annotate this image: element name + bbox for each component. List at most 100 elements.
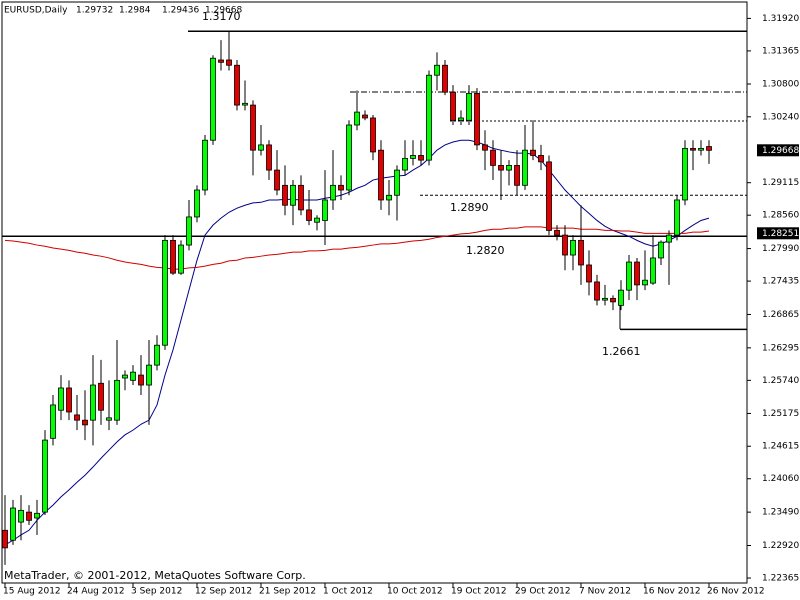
y-tick-label: 1.30240 — [762, 112, 799, 122]
y-tick-label: 1.27990 — [762, 244, 799, 254]
candle-body — [658, 241, 664, 259]
candle-body — [458, 117, 464, 121]
candle-body — [202, 139, 208, 191]
candle-body — [58, 387, 64, 411]
candle-body — [290, 184, 296, 206]
candle-body — [338, 184, 344, 191]
candle-body — [690, 148, 696, 151]
candle-body — [482, 144, 488, 151]
candle-body — [322, 199, 328, 221]
candle-body — [498, 165, 504, 171]
candle-body — [2, 529, 8, 549]
candle-body — [50, 404, 56, 439]
candle-body — [162, 239, 168, 346]
candle-body — [306, 209, 312, 221]
x-tick-label: 1 Oct 2012 — [323, 587, 373, 597]
candle-body — [346, 124, 352, 191]
candle-body — [266, 144, 272, 171]
candle-body — [186, 216, 192, 246]
candle-body — [258, 144, 264, 151]
y-tick-label: 1.29115 — [762, 178, 799, 188]
x-tick-label: 26 Nov 2012 — [707, 587, 765, 597]
candle-body — [242, 102, 248, 106]
moving-average — [4, 226, 710, 270]
candle-body — [218, 59, 224, 63]
x-tick-label: 12 Sep 2012 — [195, 587, 252, 597]
y-tick-label: 1.25740 — [762, 376, 799, 386]
candle-body — [370, 117, 376, 153]
candle-body — [506, 165, 512, 171]
candle-body — [426, 74, 432, 161]
plot-frame — [1, 1, 748, 584]
candle-body — [98, 382, 104, 411]
level-label: 1.2661 — [602, 345, 641, 358]
y-tick-label: 1.28560 — [762, 211, 799, 221]
candle-body — [90, 384, 96, 421]
candle-body — [106, 417, 112, 421]
candle-body — [514, 165, 520, 186]
header-close: 1.29668 — [205, 6, 242, 16]
candle-body — [434, 64, 440, 76]
moving-average — [4, 139, 710, 546]
candle-body — [466, 92, 472, 121]
x-tick-label: 15 Aug 2012 — [3, 587, 61, 597]
candle-body — [698, 148, 704, 151]
y-tick-label: 1.24615 — [762, 442, 799, 452]
candle-body — [226, 59, 232, 66]
candle-body — [34, 512, 40, 519]
candle-body — [642, 279, 648, 286]
y-tick-label: 1.27435 — [762, 277, 799, 287]
candle-body — [10, 507, 16, 541]
candle-body — [682, 148, 688, 201]
candle-body — [146, 364, 152, 386]
y-tick-label: 1.22920 — [762, 541, 799, 551]
candle-body — [474, 92, 480, 146]
candle-body — [450, 91, 456, 121]
y-tick-label: 1.26865 — [762, 310, 799, 320]
x-tick-label: 16 Nov 2012 — [643, 587, 701, 597]
candle-body — [18, 509, 24, 523]
candle-body — [546, 161, 552, 231]
y-tick-label: 1.23490 — [762, 508, 799, 518]
x-tick-label: 10 Oct 2012 — [387, 587, 443, 597]
candle-body — [490, 149, 496, 166]
candle-body — [330, 184, 336, 201]
level-label: 1.2820 — [466, 244, 505, 257]
candle-body — [562, 234, 568, 256]
candle-body — [586, 264, 592, 283]
candle-body — [26, 511, 32, 521]
header-low: 1.29436 — [162, 6, 199, 16]
level-label: 1.3170 — [202, 10, 241, 23]
candle-body — [210, 57, 216, 141]
y-tick-label: 1.30800 — [762, 79, 799, 89]
candle-body — [554, 230, 560, 236]
candle-body — [618, 289, 624, 306]
symbol: EURUSD,Daily — [4, 6, 68, 16]
candle-body — [354, 111, 360, 126]
candle-body — [578, 239, 584, 266]
candle-body — [154, 344, 160, 366]
x-tick-label: 21 Sep 2012 — [259, 587, 316, 597]
x-tick-label: 19 Oct 2012 — [451, 587, 507, 597]
level-label: 1.2890 — [450, 201, 489, 214]
price-marker-label: 1.28251 — [762, 229, 799, 239]
x-tick-label: 24 Aug 2012 — [67, 587, 125, 597]
candle-body — [610, 297, 616, 303]
candle-body — [538, 155, 544, 163]
header-open: 1.29732 — [76, 6, 113, 16]
candle-body — [706, 146, 712, 151]
price-marker-box — [757, 144, 799, 157]
candle-body — [634, 261, 640, 286]
candle-body — [570, 239, 576, 256]
candle-body — [442, 64, 448, 93]
y-tick-label: 1.22365 — [762, 574, 799, 584]
y-tick-label: 1.25175 — [762, 409, 799, 419]
candle-body — [522, 149, 528, 186]
y-tick-label: 1.31920 — [762, 14, 799, 24]
x-tick-label: 29 Oct 2012 — [515, 587, 571, 597]
candle-body — [378, 149, 384, 201]
price-marker-box — [757, 227, 799, 240]
